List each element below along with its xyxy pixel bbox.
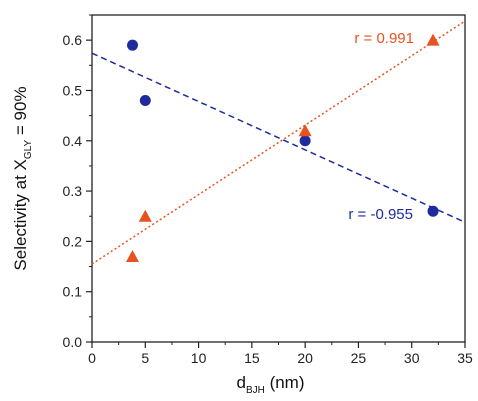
y-axis-title-main: Selectivity at X — [11, 159, 30, 271]
y-axis-title: Selectivity at XGLY = 90% — [11, 86, 34, 270]
y-tick-label: 0.3 — [63, 183, 83, 199]
y-tick-label: 0.1 — [63, 284, 83, 300]
data-point-triangle — [298, 124, 312, 137]
plot-frame — [91, 14, 466, 343]
y-axis-title-tail: = 90% — [11, 86, 30, 139]
data-point-circle — [126, 39, 138, 51]
annotation-circle-series: r = -0.955 — [348, 206, 413, 223]
data-points — [125, 33, 440, 262]
plot-area — [91, 14, 466, 343]
data-point-triangle — [138, 209, 152, 222]
y-tick-label: 0.2 — [63, 233, 83, 249]
data-point-circle — [427, 205, 439, 217]
axes: 0 5 10 15 20 25 30 35 0.0 0.1 0.2 0.3 0.4 0.5 0.6 — [63, 14, 473, 366]
data-point-circle — [139, 95, 151, 107]
y-axis-title-subscript: GLY — [23, 139, 34, 159]
x-tick-label: 5 — [141, 350, 149, 366]
x-tick-label: 20 — [297, 350, 313, 366]
x-tick-label: 15 — [244, 350, 260, 366]
x-tick-label: 25 — [351, 350, 367, 366]
x-axis-title-unit: (nm) — [265, 373, 305, 392]
x-tick-label: 35 — [457, 350, 473, 366]
fit-line-circle-series — [91, 52, 466, 223]
data-point-triangle — [125, 249, 139, 262]
x-tick-label: 30 — [404, 350, 420, 366]
data-point-circle — [299, 135, 311, 147]
y-tick-label: 0.4 — [63, 133, 83, 149]
x-tick-label: 10 — [191, 350, 207, 366]
y-tick-label: 0.0 — [63, 334, 83, 350]
data-point-triangle — [426, 33, 440, 46]
annotation-triangle-series: r = 0.991 — [354, 30, 414, 47]
fit-lines — [91, 20, 466, 265]
x-axis-title: dBJH (nm) — [236, 373, 304, 396]
x-tick-label: 0 — [88, 350, 96, 366]
fit-line-triangle-series — [91, 20, 466, 265]
x-axis-title-subscript: BJH — [246, 385, 265, 396]
y-tick-label: 0.6 — [63, 32, 83, 48]
y-tick-label: 0.5 — [63, 82, 83, 98]
x-axis-title-main: d — [236, 373, 245, 392]
annotations: r = -0.955 r = 0.991 — [348, 30, 414, 223]
